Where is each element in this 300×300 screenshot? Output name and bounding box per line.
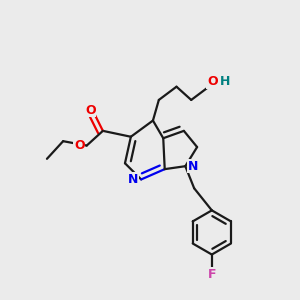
Text: O: O — [74, 139, 85, 152]
Text: O: O — [207, 75, 218, 88]
Text: H: H — [220, 75, 230, 88]
Text: N: N — [188, 160, 199, 173]
Text: N: N — [128, 173, 138, 186]
Text: O: O — [85, 104, 96, 117]
Text: F: F — [208, 268, 216, 281]
